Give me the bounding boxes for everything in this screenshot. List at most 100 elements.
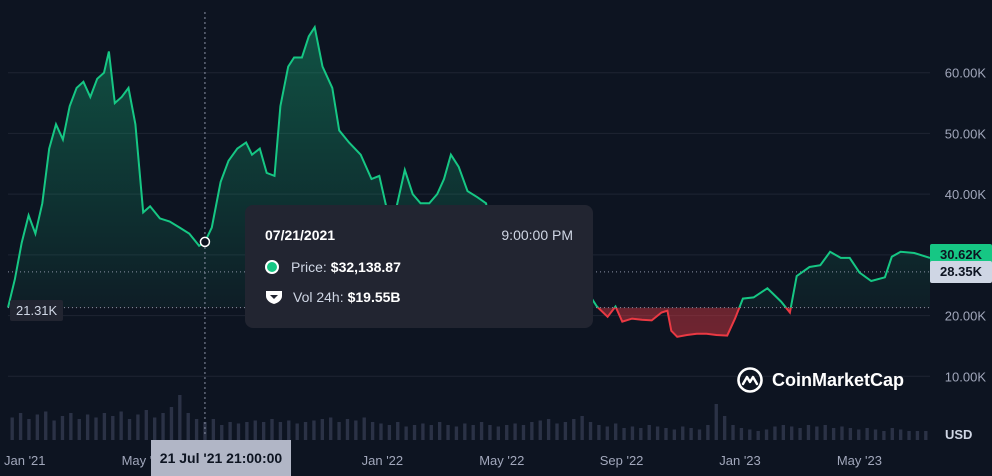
volume-bar	[245, 422, 249, 440]
x-tick-label: Jan '22	[361, 453, 404, 468]
volume-bar	[127, 419, 132, 440]
volume-bar	[857, 429, 861, 440]
x-tick-label: Sep '22	[599, 453, 644, 468]
volume-bar	[806, 425, 811, 440]
volume-bar	[697, 429, 702, 440]
volume-bar	[178, 395, 182, 440]
volume-bar	[111, 416, 115, 440]
tooltip-date: 07/21/2021	[265, 227, 336, 243]
volume-bar	[790, 426, 794, 440]
volume-bar	[261, 422, 266, 440]
crosshair-time-tag: 21 Jul '21 21:00:00	[151, 440, 291, 476]
y-tick-label: 50.00K	[945, 126, 987, 141]
volume-bar	[119, 411, 123, 440]
last-price-tag: 28.35K	[930, 260, 992, 283]
volume-bar	[303, 422, 308, 440]
volume-bar	[60, 416, 65, 440]
volume-bar	[27, 419, 31, 440]
volume-bar	[69, 413, 73, 440]
volume-bar	[446, 425, 450, 440]
volume-bar	[479, 422, 484, 440]
y-tick-label: 10.00K	[945, 369, 987, 384]
volume-bar	[521, 425, 526, 440]
tooltip-vol-label: Vol 24h:	[293, 289, 344, 305]
volume-bar	[295, 423, 299, 440]
tooltip-time: 9:00:00 PM	[501, 227, 573, 243]
volume-bar	[773, 426, 777, 440]
volume-bar	[798, 428, 802, 440]
x-tick-label: Jan '23	[719, 453, 761, 468]
volume-bar	[689, 428, 693, 440]
volume-bar	[655, 426, 660, 440]
volume-bar	[228, 422, 232, 440]
volume-bar	[731, 425, 735, 440]
volume-bar	[622, 428, 626, 440]
volume-bar	[354, 420, 358, 440]
price-tooltip: 07/21/2021 9:00:00 PM Price: $32,138.87 …	[245, 205, 593, 328]
volume-bar	[563, 422, 568, 440]
y-tick-label: 40.00K	[945, 187, 987, 202]
volume-bar	[329, 417, 333, 440]
volume-bar	[102, 413, 107, 440]
current-price-tag-hidden: 30.62K	[930, 243, 992, 266]
volume-bar	[44, 411, 48, 440]
volume-bar	[94, 417, 98, 440]
volume-bar	[580, 416, 584, 440]
volume-bar	[437, 422, 442, 440]
volume-bar	[764, 429, 769, 440]
volume-bar	[421, 423, 425, 440]
volume-bar	[614, 423, 618, 440]
volume-bar	[555, 423, 559, 440]
volume-bar	[396, 422, 400, 440]
volume-bar	[10, 417, 14, 440]
volume-bar	[672, 429, 677, 440]
volume-bar	[748, 429, 752, 440]
volume-bar	[714, 404, 718, 440]
volume-bar	[639, 428, 643, 440]
volume-bar	[404, 426, 408, 440]
volume-bar	[681, 426, 685, 440]
volume-bar	[362, 417, 366, 440]
volume-bar	[496, 426, 501, 440]
volume-bar	[35, 414, 40, 440]
up-area-fill	[8, 27, 930, 308]
volume-bar	[153, 417, 157, 440]
volume-bar	[278, 422, 283, 440]
volume-bar	[597, 425, 601, 440]
price-lines	[7, 24, 930, 338]
volume-bar	[270, 419, 274, 440]
volume-bar	[211, 419, 216, 440]
volume-bar	[194, 419, 199, 440]
down-area-fill	[8, 307, 930, 337]
volume-bar	[144, 410, 148, 440]
volume-bar	[664, 428, 668, 440]
volume-bar	[169, 407, 174, 440]
volume-bar	[831, 428, 836, 440]
coinmarketcap-logo: CoinMarketCap	[736, 366, 904, 394]
volume-bar	[546, 419, 551, 440]
volume-bars	[10, 395, 928, 440]
volume-bar	[454, 426, 459, 440]
volume-bar	[572, 419, 576, 440]
volume-bar	[412, 425, 417, 440]
area-fills	[8, 27, 930, 337]
volume-bar	[471, 425, 475, 440]
reference-price-tag: 21.31K	[10, 300, 64, 321]
volume-bar	[588, 422, 593, 440]
volume-bar	[220, 425, 224, 440]
price-line-up	[7, 24, 930, 308]
volume-bar	[379, 423, 383, 440]
volume-bar	[136, 414, 140, 440]
tooltip-vol-value: $19.55B	[347, 289, 401, 305]
volume-bar	[630, 426, 635, 440]
volume-bar	[161, 413, 165, 440]
tooltip-price-value: $32,138.87	[330, 259, 401, 275]
volume-bar	[488, 425, 492, 440]
volume-bar	[505, 425, 509, 440]
volume-bar	[85, 414, 90, 440]
x-tick-label: Jan '21	[4, 453, 46, 468]
volume-bar	[186, 413, 190, 440]
tooltip-price-label: Price:	[291, 259, 327, 275]
volume-bar	[873, 429, 878, 440]
volume-bar	[253, 420, 257, 440]
